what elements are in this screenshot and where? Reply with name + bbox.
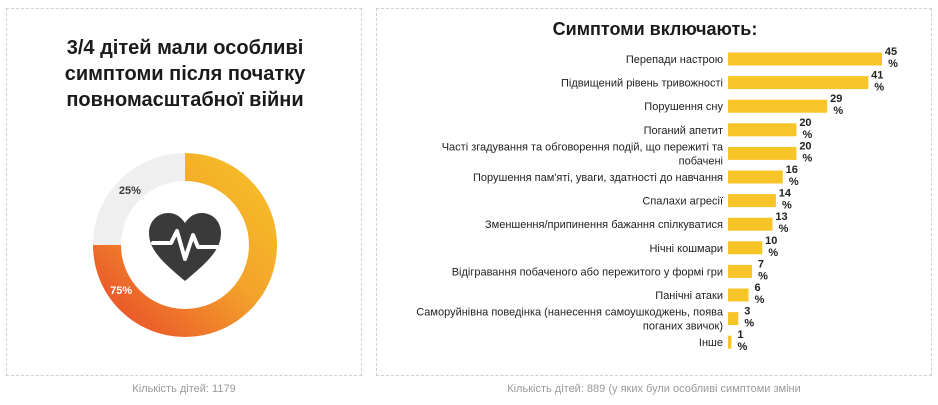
bar-value-label: 6% <box>754 282 764 306</box>
bar-category-label: Панічні атаки <box>655 290 723 302</box>
bar-category-label: Часті згадування та обговорення подій, щ… <box>442 141 724 167</box>
bar-category-label: Підвищений рівень тривожності <box>561 78 723 90</box>
bar <box>728 146 797 160</box>
bar <box>728 288 749 302</box>
right-panel: Симптоми включають: Перепади настрою 45% П… <box>376 8 932 376</box>
bar-value-label: 45% <box>885 46 898 70</box>
heart-pulse-icon <box>149 213 221 281</box>
bar-category-label: Саморуйнівна поведінка (нанесення самоуш… <box>416 307 724 333</box>
left-title-line-1: 3/4 дітей мали особливі <box>66 37 304 59</box>
bar <box>728 241 763 255</box>
bar-value-label: 29% <box>830 93 843 117</box>
bar-category-label: Спалахи агресії <box>642 196 723 208</box>
bar <box>728 217 773 231</box>
bar-value-label: 7% <box>758 258 768 282</box>
bar <box>728 123 797 137</box>
donut-slice-label: 75% <box>110 285 132 297</box>
bar-category-label: Відігравання побаченого або пережитого у… <box>452 266 723 278</box>
bar-value-label: 10% <box>765 235 778 259</box>
bar <box>728 52 882 66</box>
bar <box>728 76 869 90</box>
bar-value-label: 13% <box>775 211 788 235</box>
bar-value-label: 20% <box>799 140 812 164</box>
bar-category-label: Порушення пам'яті, уваги, здатності до н… <box>473 172 723 184</box>
left-panel: 3/4 дітей мали особливі симптоми після п… <box>6 8 362 376</box>
bar-value-label: 1% <box>737 329 747 353</box>
bar-category-label: Поганий апетит <box>644 125 723 137</box>
donut-slice <box>93 153 277 337</box>
bar-category-label: Зменшення/припинення бажання спілкуватис… <box>485 219 723 231</box>
bar-category-label: Перепади настрою <box>626 54 723 66</box>
bar <box>728 312 739 326</box>
bar-category-label: Інше <box>699 337 723 349</box>
donut-chart: 75% 25% <box>93 153 277 337</box>
bar-value-label: 16% <box>786 164 799 188</box>
donut-slice-label: 25% <box>119 185 141 197</box>
left-footnote: Кількість дітей: 1179 <box>132 383 236 395</box>
left-title-line-3: повномасштабної війни <box>66 89 304 111</box>
bar-chart: Перепади настрою 45 % Підвищений рівень три… <box>416 46 898 353</box>
bar <box>728 335 732 349</box>
left-title: 3/4 дітей мали особливі симптоми після п… <box>27 35 343 113</box>
bar-value-label: 3% <box>744 306 754 330</box>
donut-slice <box>93 153 185 245</box>
bar-value-label: 41% <box>871 70 884 94</box>
bar-value-label: 14% <box>779 188 792 212</box>
bar-chart-title: Симптоми включають: <box>552 19 758 39</box>
bar-value-label: 20% <box>799 117 812 141</box>
bar-category-label: Порушення сну <box>644 101 723 113</box>
bar <box>728 194 776 208</box>
bar <box>728 170 783 184</box>
bar <box>728 99 828 113</box>
bar <box>728 264 752 278</box>
right-footnote: Кількість дітей: 889 (у яких були особли… <box>507 383 801 395</box>
left-title-line-2: симптоми після початку <box>64 63 306 85</box>
bar-category-label: Нічні кошмари <box>649 243 723 255</box>
